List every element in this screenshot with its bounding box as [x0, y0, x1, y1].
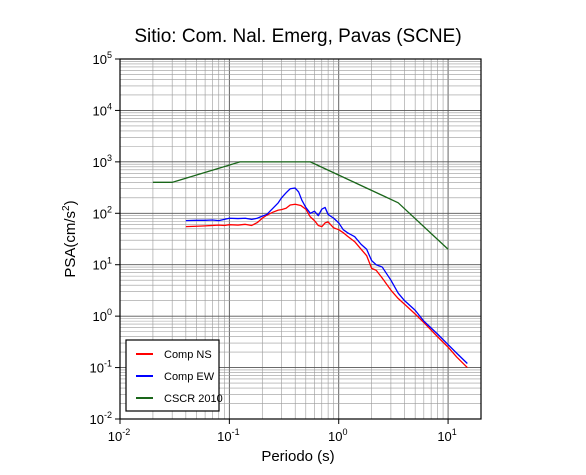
y-tick-label: 10-1	[90, 359, 112, 376]
x-tick-label: 10-2	[108, 427, 130, 444]
legend-label: Comp NS	[164, 349, 212, 361]
y-tick-label: 102	[93, 204, 112, 221]
y-axis-label: PSA(cm/s2)	[61, 200, 79, 277]
y-tick-label: 10-2	[90, 410, 112, 427]
x-axis-ticks: 10-2 10-1 100 101	[108, 419, 457, 444]
y-tick-label: 101	[93, 256, 112, 273]
y-axis-ticks: 10-2 10-1 100 101 102 103 104 105	[90, 50, 120, 427]
x-tick-label: 10-1	[217, 427, 239, 444]
legend: Comp NS Comp EW CSCR 2010	[125, 339, 223, 412]
x-axis-label: Periodo (s)	[261, 448, 334, 465]
y-tick-label: 100	[93, 307, 112, 324]
series-layer	[152, 161, 468, 369]
legend-label: CSCR 2010	[164, 393, 223, 405]
x-tick-label: 100	[328, 427, 347, 444]
y-axis-label-close: )	[62, 200, 79, 205]
legend-label: Comp EW	[164, 371, 215, 383]
y-axis-label-main: PSA(cm/s	[62, 211, 79, 278]
series-line-comp-ns	[185, 203, 468, 369]
plot-frame	[119, 58, 482, 420]
y-tick-label: 105	[93, 50, 112, 67]
x-tick-label: 101	[437, 427, 456, 444]
y-axis-label-sup: 2	[61, 205, 72, 211]
series-line-cscr-2010	[152, 161, 449, 250]
series-line-comp-ew	[185, 187, 468, 364]
chart-title: Sitio: Com. Nal. Emerg, Pavas (SCNE)	[134, 26, 461, 47]
y-tick-label: 104	[93, 101, 112, 118]
y-tick-label: 103	[93, 153, 112, 170]
